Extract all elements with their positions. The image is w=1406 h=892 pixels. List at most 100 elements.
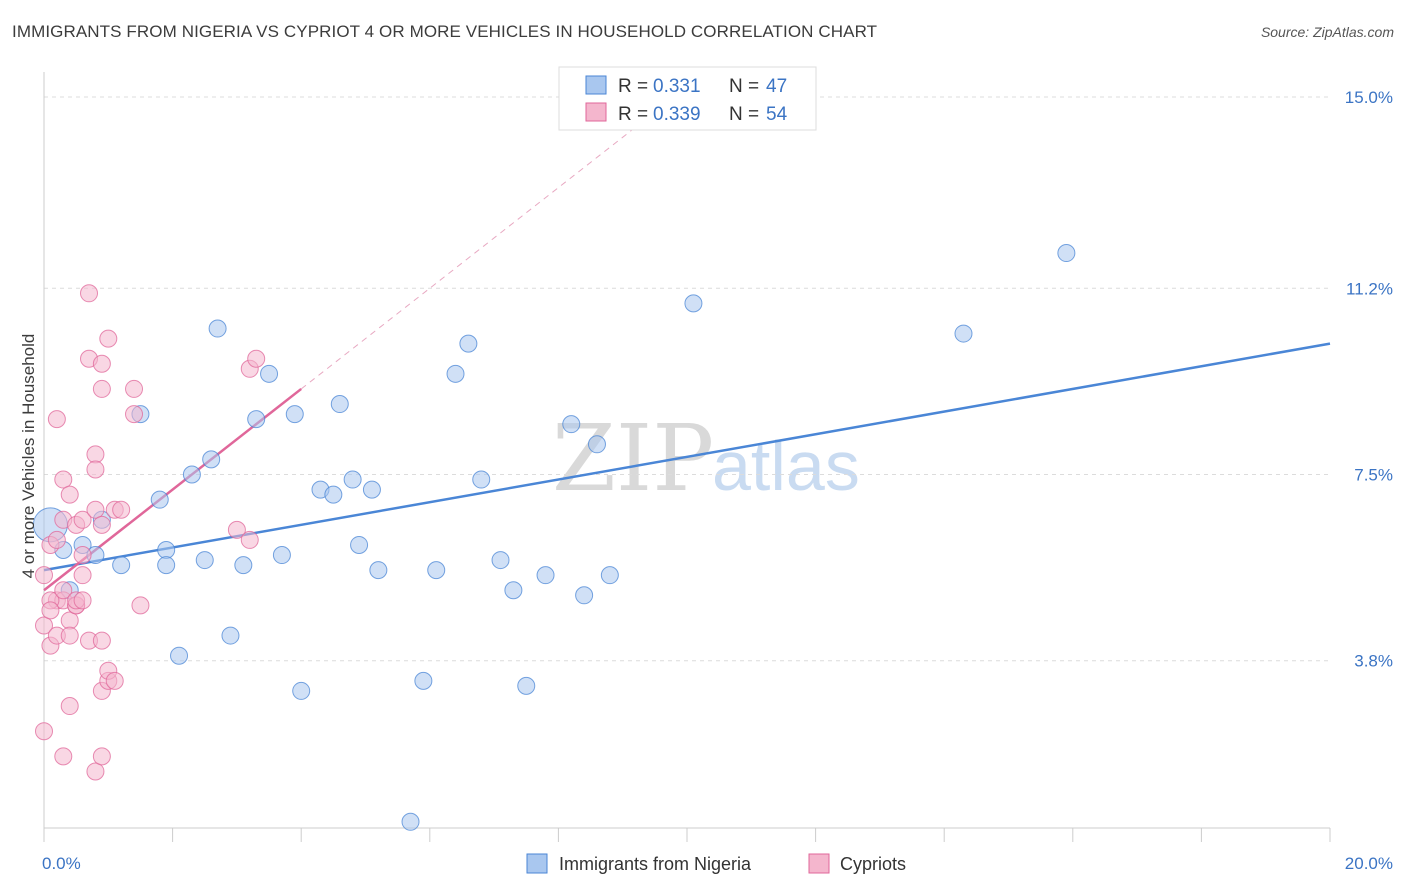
- data-point: [54, 470, 73, 489]
- data-point: [112, 556, 131, 575]
- grid-lines: 3.8% 7.5% 11.2% 15.0%: [44, 88, 1393, 671]
- data-point: [221, 626, 240, 645]
- legend-n-value-nigeria: 47: [766, 76, 787, 97]
- data-point: [427, 561, 446, 580]
- y-tick-label: 7.5%: [1354, 466, 1393, 485]
- data-point: [536, 566, 555, 585]
- data-point: [401, 812, 420, 831]
- data-point: [330, 395, 349, 414]
- data-point: [504, 581, 523, 600]
- data-point: [112, 500, 131, 519]
- data-point: [35, 566, 53, 585]
- data-point: [99, 329, 118, 348]
- legend-swatch-cypriots: [585, 102, 607, 122]
- bottom-legend-swatch-nigeria: [526, 853, 548, 874]
- data-point: [285, 405, 304, 424]
- data-point: [105, 671, 124, 690]
- data-point: [600, 566, 619, 585]
- data-point: [92, 631, 111, 650]
- legend-r-value-nigeria: 0.331: [653, 76, 701, 97]
- data-point: [1057, 244, 1076, 263]
- data-point: [92, 515, 111, 534]
- data-point: [517, 676, 536, 695]
- chart-title: IMMIGRANTS FROM NIGERIA VS CYPRIOT 4 OR …: [12, 22, 878, 41]
- data-point: [684, 294, 703, 313]
- y-tick-label: 3.8%: [1354, 652, 1393, 671]
- data-point: [86, 460, 105, 479]
- data-point: [131, 596, 150, 615]
- data-point: [459, 334, 478, 353]
- data-point: [41, 601, 60, 620]
- data-point: [54, 747, 73, 766]
- data-point: [587, 435, 606, 454]
- data-point: [260, 364, 279, 383]
- data-point: [92, 747, 111, 766]
- data-point: [491, 551, 510, 570]
- bottom-legend: Immigrants from Nigeria Cypriots: [526, 853, 906, 874]
- data-point: [60, 485, 79, 504]
- data-point: [234, 556, 253, 575]
- data-point: [125, 379, 144, 398]
- trend-extension-cypriots: [300, 126, 636, 390]
- x-tick-label-min: 0.0%: [42, 854, 81, 873]
- series-cypriots: [35, 284, 266, 781]
- data-point: [324, 485, 343, 504]
- data-point: [240, 530, 259, 549]
- data-point: [227, 520, 246, 539]
- data-point: [150, 490, 169, 509]
- data-point: [362, 480, 381, 499]
- data-point: [35, 722, 53, 741]
- data-point: [343, 470, 362, 489]
- legend-r-value-cypriots: 0.339: [653, 104, 701, 125]
- data-point: [472, 470, 491, 489]
- data-point: [73, 510, 92, 529]
- data-point: [446, 364, 465, 383]
- data-point: [35, 616, 53, 635]
- data-point: [73, 546, 92, 565]
- data-point: [954, 324, 973, 343]
- trend-line-nigeria: [43, 342, 1331, 572]
- data-point: [47, 410, 66, 429]
- data-point: [292, 681, 311, 700]
- data-point: [170, 646, 189, 665]
- data-point: [369, 561, 388, 580]
- data-point: [60, 626, 79, 645]
- data-point: [60, 611, 79, 630]
- trend-lines: [43, 126, 1331, 592]
- watermark: ZIP atlas: [552, 405, 860, 512]
- scatter-points: [32, 244, 1076, 831]
- data-point: [247, 410, 266, 429]
- axes: 0.0% 20.0%: [42, 72, 1393, 873]
- y-axis-label: 4 or more Vehicles in Household: [19, 334, 38, 579]
- legend-n-label-cypriots: N =: [729, 104, 759, 125]
- data-point: [350, 535, 369, 554]
- data-point: [125, 405, 144, 424]
- data-point: [157, 556, 176, 575]
- x-tick-label-max: 20.0%: [1345, 854, 1393, 873]
- bottom-legend-swatch-cypriots: [808, 853, 830, 874]
- data-point: [195, 551, 214, 570]
- data-point: [54, 581, 73, 600]
- legend-r-label-nigeria: R =: [618, 76, 648, 97]
- data-point: [157, 541, 176, 559]
- data-point: [562, 415, 581, 434]
- data-point: [182, 465, 201, 484]
- data-point: [575, 586, 594, 605]
- data-point: [92, 379, 111, 398]
- y-tick-label: 15.0%: [1345, 88, 1393, 107]
- y-tick-label: 11.2%: [1346, 279, 1393, 298]
- legend-n-value-cypriots: 54: [766, 104, 788, 125]
- data-point: [208, 319, 227, 338]
- source-label: Source: ZipAtlas.com: [1260, 24, 1394, 40]
- data-point: [80, 284, 99, 303]
- data-point: [202, 450, 221, 469]
- top-legend: R = 0.331 N = 47 R = 0.339 N = 54: [558, 66, 817, 131]
- data-point: [247, 349, 266, 368]
- data-point: [92, 354, 111, 373]
- legend-r-label-cypriots: R =: [618, 104, 648, 125]
- data-point: [86, 762, 105, 781]
- data-point: [86, 445, 105, 464]
- data-point: [73, 591, 92, 610]
- legend-n-label-nigeria: N =: [729, 76, 759, 97]
